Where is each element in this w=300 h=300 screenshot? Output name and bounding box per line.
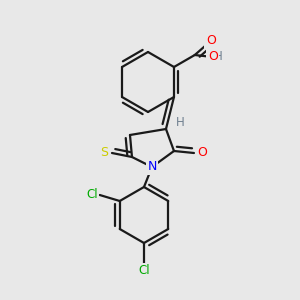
Text: H: H bbox=[213, 50, 222, 64]
Text: Cl: Cl bbox=[86, 188, 98, 200]
Text: H: H bbox=[176, 116, 184, 130]
Text: N: N bbox=[147, 160, 157, 173]
Text: O: O bbox=[197, 146, 207, 160]
Text: S: S bbox=[100, 146, 108, 158]
Text: O: O bbox=[208, 50, 218, 64]
Text: O: O bbox=[206, 34, 216, 47]
Text: Cl: Cl bbox=[138, 265, 150, 278]
